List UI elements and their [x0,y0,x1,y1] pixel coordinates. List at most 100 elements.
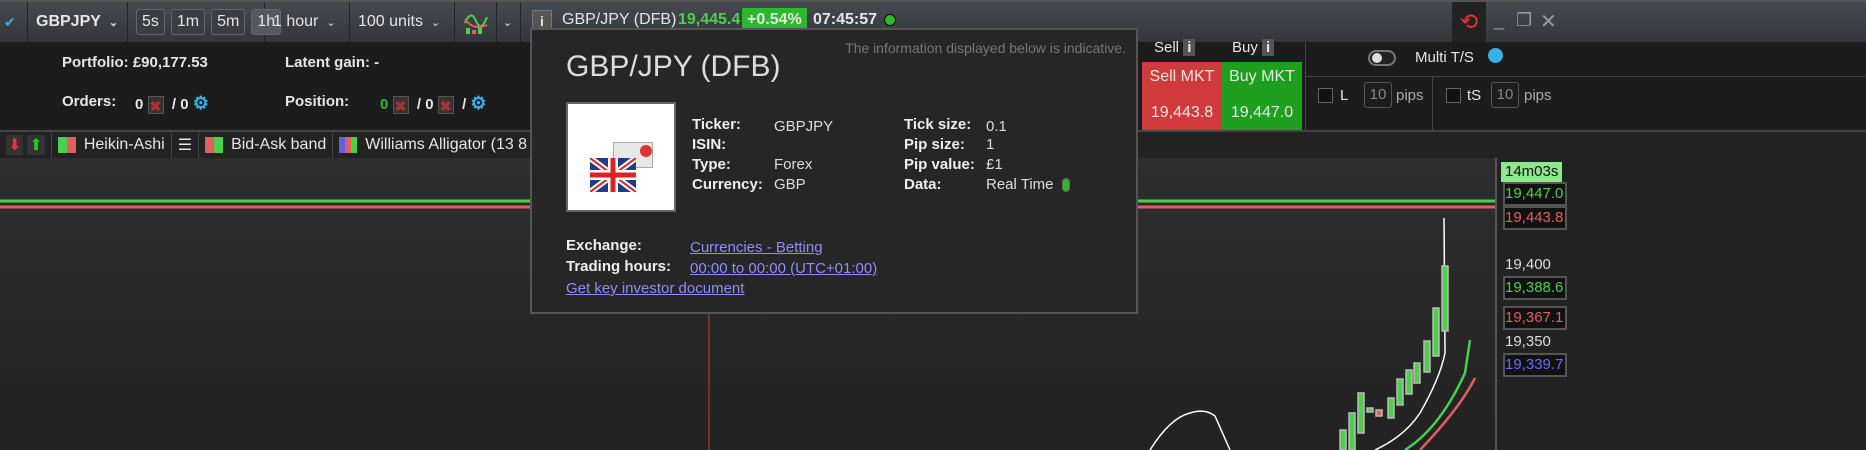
position-total: / 0 [416,96,434,113]
realtime-indicator-icon [1062,178,1070,192]
sell-market-button[interactable]: Sell MKT 19,443.8 [1142,62,1222,130]
candle [1423,340,1431,373]
pip-value-label: Pip value: [904,156,975,173]
trading-hours-link[interactable]: 00:00 to 00:00 (UTC+01:00) [690,260,878,277]
tf-5m[interactable]: 5m [211,9,246,35]
sell-label: Sell MKT [1149,68,1215,85]
limit-label: L [1340,87,1349,104]
orders-label: Orders: [62,93,117,110]
units-label: 100 units [358,13,423,30]
candle [1366,407,1374,413]
period-selector[interactable]: 1 hour ⌄ [265,2,350,42]
band-line [1149,410,1231,450]
close-icon[interactable]: ✕ [1540,11,1557,33]
candle-timer: 14m03s [1501,162,1563,182]
restore-icon[interactable]: ❐ [1516,10,1533,30]
ticker-value: GBPJPY [774,118,834,135]
trailing-stop-input[interactable]: 10 [1491,82,1519,108]
candles [1339,265,1449,450]
instrument-info-popup: The information displayed below is indic… [530,28,1138,314]
axis-tick: 19,400 [1505,256,1551,273]
indicator-heikin-ashi[interactable]: Heikin-Ashi [52,132,172,158]
info-icon[interactable]: i [1183,39,1196,56]
tick-size-value: 0.1 [986,118,1007,135]
tf-1m[interactable]: 1m [170,9,206,35]
candle [1348,412,1356,450]
chevron-down-icon[interactable]: ⌄ [497,2,521,42]
symbol-label: GBPJPY [36,13,101,30]
export-group: ⬇ ⬆ [0,132,52,158]
candle [1375,409,1383,417]
cancel-orders-icon[interactable]: ✖ [147,96,164,115]
symbol-selector[interactable]: GBPJPY ⌄ [28,2,128,42]
gear-icon[interactable]: ⚙ [192,93,209,113]
pip-size-label: Pip size: [904,136,965,153]
position-sep: / [462,96,467,113]
exchange-link[interactable]: Currencies - Betting [690,239,823,256]
info-icon[interactable]: i [1262,39,1275,56]
chevron-down-icon: ⌄ [326,16,336,29]
portfolio-label: Portfolio: [62,54,129,71]
candle [1405,369,1413,395]
gear-icon[interactable]: ⚙ [470,93,487,113]
latent-gain-value: - [374,54,380,71]
limit-input[interactable]: 10 [1364,82,1392,108]
period-label: 1 hour [273,13,319,30]
close-all-icon[interactable]: ✖ [437,96,454,115]
sell-price: 19,443.8 [1150,104,1214,121]
chevron-down-icon: ⌄ [430,16,441,29]
position-label: Position: [285,93,350,110]
candle [1441,265,1449,332]
ticker-label: Ticker: [692,116,741,133]
pip-size-value: 1 [986,136,995,153]
trailing-stop-unit: pips [1524,87,1552,104]
currency-label: Currency: [692,176,763,193]
tf-5s[interactable]: 5s [136,9,165,35]
timeframe-group: 5s 1m 5m 1h [128,2,282,42]
popup-title: GBP/JPY (DFB) [566,50,781,83]
trailing-stop-label: tS [1467,87,1482,104]
orders-total: / 0 [171,96,189,113]
alligator-lips [1404,339,1472,450]
trailing-stop-checkbox[interactable] [1446,88,1461,103]
buy-label: Buy MKT [1229,68,1295,85]
buy-market-button[interactable]: Buy MKT 19,447.0 [1222,62,1302,130]
quote-name: GBP/JPY (DFB) [562,11,677,28]
download-icon[interactable]: ⬇ [6,135,24,155]
isin-label: ISIN: [692,136,727,153]
chart-type-icon[interactable] [455,2,497,42]
indicator-williams-alligator[interactable]: Williams Alligator (13 8 8 5 5 3 [333,132,586,158]
close-position-icon[interactable]: ✖ [392,96,409,115]
indicator-label: Bid-Ask band [231,136,327,153]
chevron-down-icon: ⌄ [108,16,119,29]
candle [1339,429,1347,450]
jaw-price-label: 19,339.7 [1503,353,1567,377]
indicator-bid-ask-band[interactable]: Bid-Ask band [199,132,334,158]
limit-checkbox[interactable] [1318,88,1333,103]
list-icon[interactable]: ☰ [172,132,200,158]
trading-hours-label: Trading hours: [566,258,671,275]
currency-value: GBP [774,176,806,193]
tf-1h[interactable]: 1h [251,9,282,35]
candle [1396,378,1404,406]
units-selector[interactable]: 100 units ⌄ [350,2,455,42]
candle [1413,362,1421,384]
minimize-icon[interactable]: _ [1494,10,1505,30]
type-label: Type: [692,156,731,173]
data-value: Real Time [986,176,1054,193]
tick-size-label: Tick size: [904,116,972,133]
bid-price-label: 19,443.8 [1503,206,1567,230]
kid-link[interactable]: Get key investor document [566,280,745,297]
indicator-label: Williams Alligator (13 8 8 5 5 3 [365,136,581,153]
quote-time: 07:45:57 [813,11,878,28]
price-axis[interactable]: 14m03s 19,447.0 19,443.8 19,400 19,388.6… [1495,158,1866,450]
upload-icon[interactable]: ⬆ [27,135,45,155]
refresh-icon[interactable]: ⟲ [1452,2,1486,42]
data-label: Data: [904,176,942,193]
link-icon[interactable]: ✔ [0,2,28,42]
pip-value-value: £1 [986,156,1003,173]
candle [1357,392,1365,434]
help-bubble-icon[interactable] [1488,48,1503,63]
multi-ts-toggle[interactable] [1368,50,1396,66]
latent-gain-label: Latent gain: [285,54,370,71]
